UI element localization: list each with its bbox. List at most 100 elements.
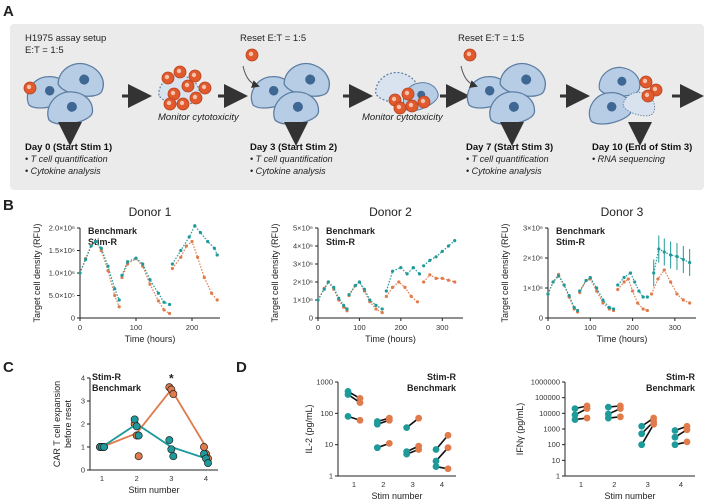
y-tick-label: 10	[325, 440, 333, 449]
data-point-Stim-R	[440, 276, 444, 280]
x-tick-label: 100	[130, 323, 143, 332]
data-point-Benchmark	[198, 230, 202, 235]
tumor-cell-nucleus	[606, 101, 617, 112]
stim-r-point	[583, 405, 591, 413]
pair-line	[640, 423, 655, 446]
data-point-Benchmark	[380, 307, 384, 311]
data-point-Benchmark	[326, 280, 330, 284]
data-point-Benchmark	[440, 249, 444, 253]
data-point-Stim-R	[403, 285, 407, 289]
t-cell-nucleus	[466, 51, 472, 57]
legend-stim-r: Stim-R	[556, 237, 586, 247]
t-cell-nucleus	[192, 94, 198, 100]
data-point-Benchmark	[78, 271, 82, 275]
t-cell	[401, 87, 415, 101]
day0-bullet-1: • T cell quantification	[25, 154, 108, 164]
data-point-Benchmark	[611, 307, 616, 311]
data-point-Benchmark	[584, 278, 588, 283]
data-point-Benchmark	[215, 253, 219, 257]
t-cell-nucleus	[642, 78, 648, 84]
data-point-Benchmark	[556, 274, 561, 278]
panel-d-charts: 1 10 100 1000 1 2 3 4 Stim number IL-2 (pg/mL) Sti…	[304, 372, 696, 499]
series-line-Stim-R	[651, 268, 690, 304]
y-axis-label: Target cell density (RFU)	[270, 223, 280, 322]
series-line-Stim-R	[79, 240, 120, 308]
data-point-Stim-R	[374, 307, 378, 311]
y-tick-label: 3	[81, 397, 85, 406]
data-point-Benchmark	[193, 224, 197, 228]
tumor-cell-nucleus	[44, 85, 55, 96]
data-point-Benchmark	[204, 459, 212, 468]
t-cell	[23, 81, 37, 95]
data-point-Benchmark	[637, 289, 641, 293]
data-point-Benchmark	[641, 295, 645, 299]
data-point-Benchmark	[134, 431, 143, 440]
t-cell	[188, 69, 202, 83]
stim-r-point	[415, 414, 423, 422]
data-point-Stim-R	[190, 239, 194, 244]
setup-title: H1975 assay setup	[25, 33, 106, 44]
data-point-Stim-R	[196, 255, 200, 259]
day10-title: Day 10 (End of Stim 3)	[592, 142, 692, 153]
y-tick-label: 100	[547, 440, 560, 449]
y-axis-label: CAR T cell expansion	[52, 381, 62, 467]
y-axis-label: IL-2 (pg/mL)	[304, 404, 314, 453]
data-point-Stim-R	[675, 292, 679, 296]
data-point-Benchmark	[633, 280, 637, 284]
x-tick-label: 100	[584, 323, 597, 332]
data-point-Stim-R	[117, 305, 121, 309]
data-point-Benchmark	[169, 452, 178, 461]
panel-d-label: D	[236, 359, 247, 376]
data-point-Stim-R	[446, 278, 451, 282]
benchmark-point	[403, 450, 411, 458]
legend-benchmark: Benchmark	[407, 383, 457, 393]
x-tick-label: 100	[353, 323, 366, 332]
data-point-Benchmark	[572, 305, 576, 310]
data-point-Stim-R	[215, 298, 219, 302]
y-tick-label: 4×10⁶	[293, 242, 313, 251]
tumor-cell-nucleus	[79, 74, 90, 85]
benchmark-point	[671, 433, 679, 441]
stim-r-point	[683, 426, 691, 434]
tumor-cell-nucleus	[508, 101, 519, 112]
day0-title: Day 0 (Start Stim 1)	[25, 142, 112, 153]
data-point-Stim-R	[390, 285, 395, 289]
t-cell	[641, 89, 655, 103]
x-axis-label: Time (hours)	[365, 334, 416, 344]
legend-benchmark: Benchmark	[92, 383, 142, 393]
benchmark-point	[432, 457, 440, 465]
day3-bullet-1: • T cell quantification	[250, 154, 333, 164]
data-point-Stim-R	[681, 298, 685, 302]
x-tick-label: 0	[316, 323, 320, 332]
y-axis-label-line2: before reset	[63, 399, 73, 448]
reset-arrow	[242, 65, 260, 88]
data-point-Stim-R	[434, 276, 438, 280]
cytokine-chart: 1 10 100 1000 1 2 3 4 Stim number IL-2 (pg/mL) Sti…	[304, 372, 457, 499]
t-cell-nucleus	[201, 84, 207, 90]
t-cell-nucleus	[420, 98, 426, 104]
data-point-Benchmark	[168, 302, 172, 307]
t-cell	[639, 75, 653, 89]
data-point-Stim-R	[380, 311, 384, 315]
y-tick-label: 0	[71, 314, 75, 323]
data-point-Benchmark	[576, 308, 580, 313]
t-cell-nucleus	[644, 92, 650, 98]
donor-title: Donor 1	[129, 205, 172, 219]
x-tick-label: 3	[169, 474, 173, 483]
data-point-Benchmark	[422, 264, 426, 268]
data-point-Benchmark	[170, 262, 174, 266]
data-point-Stim-R	[636, 301, 640, 305]
data-point-Benchmark	[578, 289, 582, 293]
legend-stim-r: Stim-R	[88, 237, 118, 247]
series-line-Stim-R	[617, 278, 648, 312]
donor-chart-2: Donor 2 0 1×10⁶ 2×10⁶ 3×10⁶ 4×10⁶ 5×10⁶ 0 100 200…	[270, 205, 463, 344]
data-point-Stim-R	[200, 443, 208, 451]
day3-bullet-2: • Cytokine analysis	[250, 166, 326, 176]
cytokine-chart: 1 10 100 1000 10000 100000 1000000 1 2 3 4 Stim num…	[515, 372, 696, 499]
t-cell	[181, 79, 195, 93]
t-cell	[463, 48, 477, 62]
data-point-Stim-R	[422, 280, 426, 284]
data-point-Stim-R	[595, 289, 599, 293]
benchmark-point	[373, 420, 381, 428]
